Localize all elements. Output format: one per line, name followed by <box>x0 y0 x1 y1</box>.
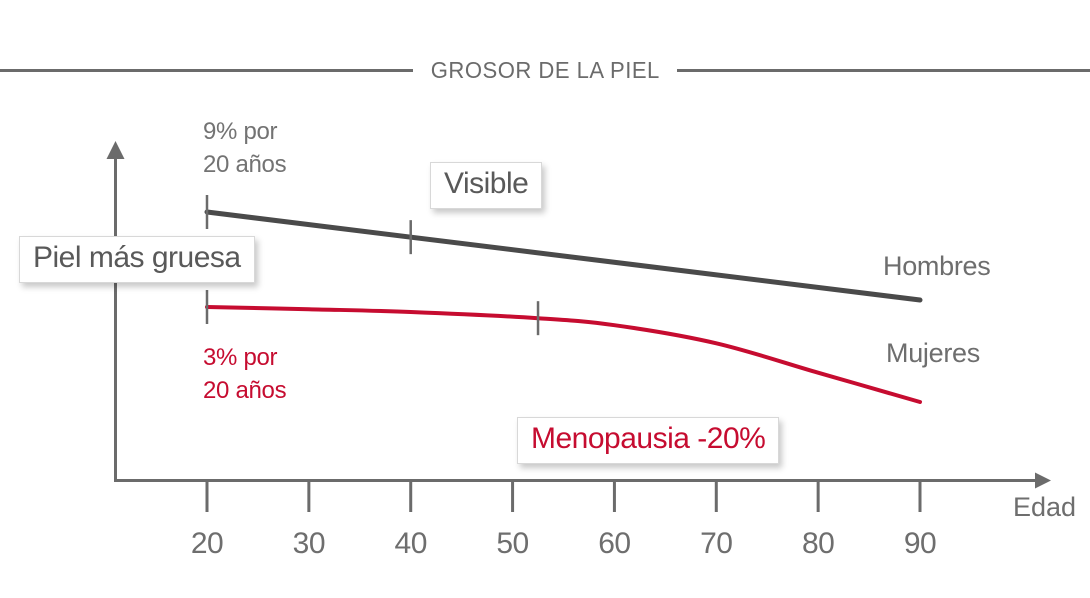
series-line-hombres <box>204 209 923 303</box>
x-tick-label: 20 <box>190 527 224 560</box>
x-axis-label: Edad <box>1013 492 1077 522</box>
series-lines <box>204 209 923 404</box>
series-markers <box>205 195 540 336</box>
x-tick-label: 70 <box>700 527 733 560</box>
y-axis-arrowhead <box>106 141 125 159</box>
hombres-rate-annotation: 9% por 20 años <box>203 118 287 178</box>
x-tick-label: 30 <box>292 527 326 560</box>
piel-mas-gruesa-label: Piel más gruesa <box>19 236 255 283</box>
x-tick-label: 90 <box>903 527 937 560</box>
mujeres-series-label: Mujeres <box>886 338 980 368</box>
menopausia-label: Menopausia -20% <box>517 417 780 464</box>
chart-title: GROSOR DE LA PIEL <box>430 57 660 83</box>
x-axis-arrowhead <box>1035 472 1051 489</box>
mujeres-rate-annotation: 3% por 20 años <box>203 344 287 404</box>
series-line-mujeres <box>205 304 922 404</box>
x-tick-label: 50 <box>496 527 529 560</box>
visible-label: Visible <box>430 162 543 209</box>
hombres-series-label: Hombres <box>883 251 991 281</box>
title-rule-right <box>677 69 1090 72</box>
x-tick-label: 40 <box>394 527 428 560</box>
chart-header: GROSOR DE LA PIEL <box>0 57 1090 84</box>
x-axis-ticks <box>205 482 922 512</box>
title-rule-left <box>0 69 413 72</box>
x-tick-label: 80 <box>801 527 835 560</box>
x-tick-label: 60 <box>598 527 631 560</box>
